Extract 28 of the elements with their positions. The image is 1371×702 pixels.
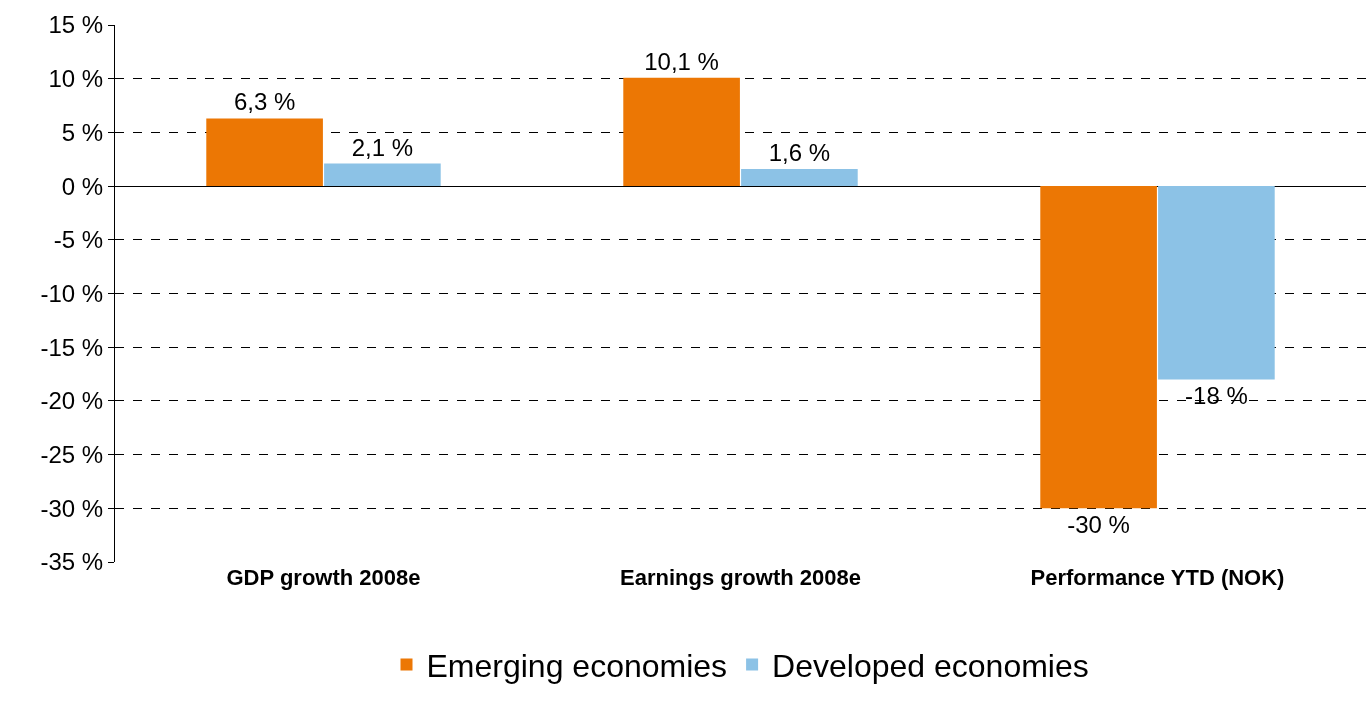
y-tick-label: -10 % [40, 279, 104, 307]
x-tick-label: Performance YTD (NOK) [1030, 565, 1285, 590]
y-tick-label: 15 % [48, 11, 104, 39]
bar [623, 77, 740, 187]
y-tick-label: -5 % [53, 226, 104, 254]
legend-label: Emerging economies [426, 647, 728, 684]
data-label: 6,3 % [233, 88, 296, 116]
data-label: 2,1 % [351, 133, 414, 161]
bar [324, 163, 441, 187]
bar [206, 118, 323, 187]
y-tick-label: 5 % [61, 118, 104, 146]
data-label: -18 % [1185, 382, 1248, 410]
y-tick-label: -30 % [40, 494, 104, 522]
data-label: 10,1 % [644, 47, 719, 75]
y-tick-label: -15 % [40, 333, 104, 361]
x-tick-label: GDP growth 2008e [226, 565, 421, 590]
y-tick-label: 0 % [61, 172, 104, 200]
bar [1158, 186, 1275, 380]
y-tick-label: 10 % [48, 65, 104, 93]
bar [1040, 186, 1157, 509]
x-tick-label: Earnings growth 2008e [620, 565, 861, 590]
data-label: -30 % [1067, 511, 1130, 539]
y-tick-label: -25 % [40, 441, 104, 468]
legend-label: Developed economies [772, 647, 1089, 684]
bar [741, 168, 858, 187]
y-tick-label: -35 % [40, 548, 104, 576]
y-tick-label: -20 % [40, 387, 104, 415]
data-label: 1,6 % [768, 138, 831, 166]
